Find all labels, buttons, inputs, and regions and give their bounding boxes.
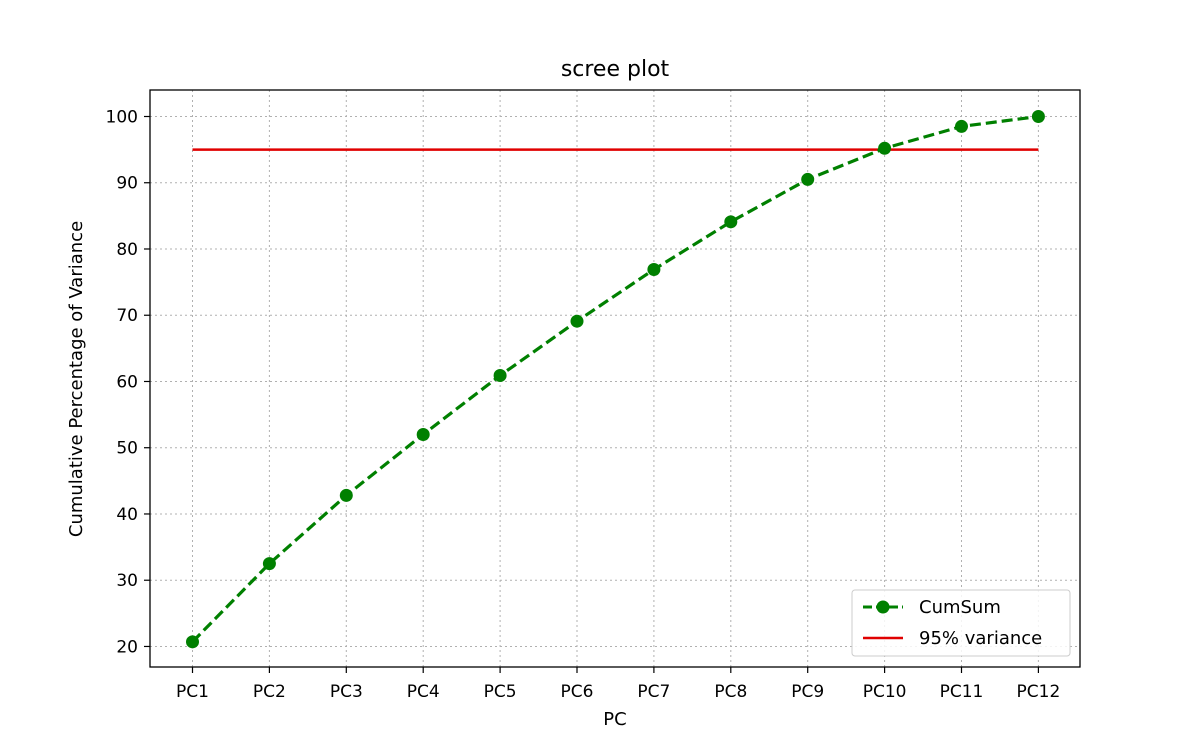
cumsum-data-point: [1031, 109, 1045, 123]
x-tick-label: PC8: [714, 682, 747, 702]
legend-cumsum-label: CumSum: [919, 597, 1001, 618]
chart-title: scree plot: [561, 57, 670, 82]
cumsum-data-point: [724, 215, 738, 229]
cumsum-data-point: [878, 141, 892, 155]
x-tick-label: PC4: [407, 682, 440, 702]
legend-95-variance-label: 95% variance: [919, 628, 1042, 649]
x-tick-label: PC6: [561, 682, 594, 702]
cumsum-data-point: [186, 635, 199, 649]
x-tick-label: PC2: [253, 682, 286, 702]
cumsum-data-point: [647, 263, 661, 277]
legend-cumsum-marker-icon: [876, 600, 890, 614]
y-tick-label: 40: [116, 505, 138, 525]
y-tick-label: 50: [116, 439, 138, 459]
x-tick-label: PC11: [940, 682, 984, 702]
y-tick-label: 80: [116, 240, 138, 260]
x-tick-label: PC12: [1017, 682, 1061, 702]
y-tick-label: 30: [116, 571, 138, 591]
cumsum-series-line: [191, 114, 1039, 643]
x-axis-label: PC: [603, 709, 626, 730]
y-axis-label: Cumulative Percentage of Variance: [66, 221, 87, 537]
y-tick-label: 90: [116, 174, 138, 194]
y-tick-label: 60: [116, 372, 138, 392]
legend: CumSum 95% variance: [851, 589, 1071, 657]
x-tick-label: PC1: [176, 682, 209, 702]
y-tick-label: 20: [116, 637, 138, 657]
x-tick-label: PC7: [637, 682, 670, 702]
grid: [150, 90, 1080, 667]
series-layer: [186, 109, 1045, 649]
cumsum-data-point: [570, 314, 584, 328]
cumsum-data-point: [493, 369, 507, 383]
x-tick-label: PC3: [330, 682, 363, 702]
x-tick-label: PC10: [863, 682, 907, 702]
x-tick-label: PC5: [484, 682, 517, 702]
plot-area-frame: [149, 89, 1081, 668]
cumsum-data-point: [955, 119, 968, 133]
cumsum-data-point: [339, 488, 353, 502]
y-tick-label: 70: [116, 306, 138, 326]
legend-box: [851, 589, 1071, 657]
cumsum-data-point: [262, 557, 276, 571]
y-tick-label: 100: [106, 107, 138, 127]
cumsum-data-point: [416, 427, 430, 441]
x-tick-label: PC9: [791, 682, 824, 702]
cumsum-data-point: [801, 172, 815, 186]
ticks: PC1 PC2 PC3 PC4 PC5 PC6 PC7 PC8 PC9 PC10 PC11 PC12 2…: [106, 107, 1061, 702]
